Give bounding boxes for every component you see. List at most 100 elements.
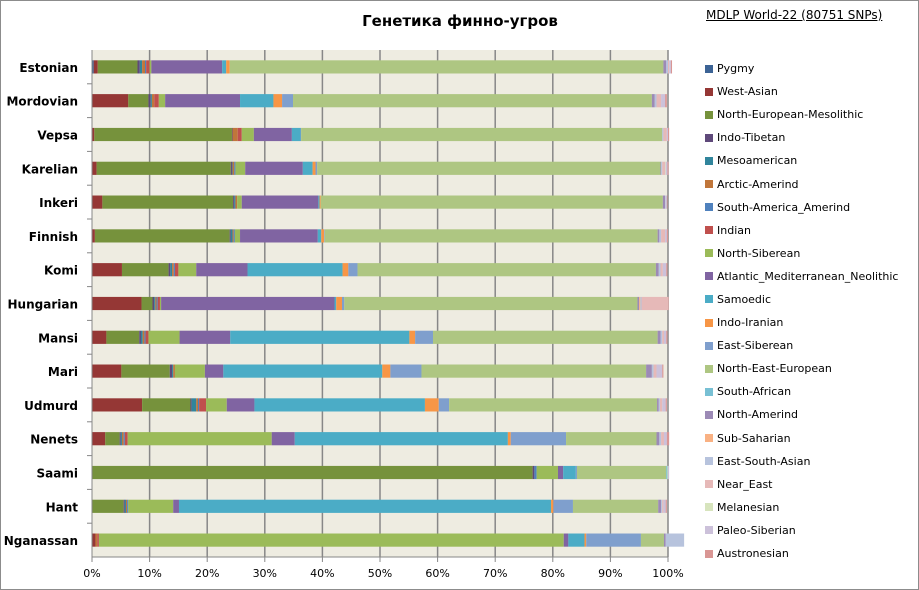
bar-segment-austronesian-mansi bbox=[666, 330, 668, 344]
bar-segment-north-amerind-mordovian bbox=[651, 94, 655, 108]
category-label: Komi bbox=[44, 264, 78, 278]
bar-segment-east-south-asian-mordovian bbox=[654, 94, 657, 108]
bar-segment-north-amerind-inkeri bbox=[662, 195, 666, 209]
bar-segment-arctic-amerind-komi bbox=[172, 263, 174, 277]
bar-segment-east-south-asian-hungarian bbox=[640, 296, 642, 311]
bar-segment-north-european-mesolithic-estonian bbox=[97, 60, 138, 74]
bar-segment-north-siberean-vepsa bbox=[241, 127, 254, 142]
legend-label: South-African bbox=[717, 385, 792, 399]
legend-label: North-East-European bbox=[717, 362, 832, 376]
bar-segment-indo-tibetan-nenets bbox=[119, 432, 121, 446]
bar-segment-south-african-saami bbox=[666, 465, 668, 480]
bar-segment-north-east-european-mansi bbox=[432, 330, 658, 344]
category-label: Inkeri bbox=[39, 196, 78, 210]
bar-segment-north-east-european-nenets bbox=[566, 432, 657, 446]
bar-segment-melanesian-karelian bbox=[665, 161, 666, 175]
bar-segment-paleo-siberian-finnish bbox=[665, 229, 667, 243]
bar-segment-samoedic-hant bbox=[178, 499, 552, 513]
legend-item: Indo-Tibetan bbox=[705, 126, 915, 149]
bar-segment-atlantic-mediterranean-neolithic-komi bbox=[196, 263, 248, 277]
bar-segment-atlantic-mediterranean-neolithic-finnish bbox=[240, 229, 318, 243]
bar-segment-atlantic-mediterranean-neolithic-estonian bbox=[151, 60, 223, 74]
bar-segment-arctic-amerind-inkeri bbox=[235, 195, 238, 209]
bar-segment-south-america-amerind-saami bbox=[534, 465, 537, 480]
bar-segment-paleo-siberian-komi bbox=[662, 263, 667, 277]
bar-segment-austronesian-estonian bbox=[670, 60, 673, 74]
legend-label: North-Siberean bbox=[717, 246, 801, 260]
bar-segment-samoedic-udmurd bbox=[254, 398, 425, 412]
category-labels: Estonian Mordovian Vepsa Karelian Inkeri Finn… bbox=[4, 61, 79, 548]
bar-segment-arctic-amerind-estonian bbox=[142, 60, 145, 74]
chart-title: Генетика финно-угров bbox=[362, 12, 558, 30]
x-tick-label: 30% bbox=[253, 567, 277, 580]
bar-segment-near-east-mari bbox=[653, 364, 657, 378]
bar-segment-north-east-european-mordovian bbox=[293, 94, 652, 108]
bar-segment-east-siberean-hungarian bbox=[341, 296, 345, 311]
bar-segment-north-siberean-karelian bbox=[235, 161, 246, 175]
legend-item: East-South-Asian bbox=[705, 450, 915, 473]
bar-segment-east-south-asian-mari bbox=[651, 364, 654, 378]
bar-segment-samoedic-komi bbox=[247, 263, 343, 277]
bar-segment-indo-iranian-udmurd bbox=[424, 398, 439, 412]
bar-segment-north-siberean-hungarian bbox=[159, 296, 162, 311]
bar-segment-north-amerind-estonian bbox=[663, 60, 667, 74]
bar-segment-mesoamerican-mordovian bbox=[150, 94, 152, 108]
bar-segment-indian-estonian bbox=[146, 60, 150, 74]
bar-segment-arctic-amerind-mari bbox=[173, 364, 175, 378]
axes bbox=[91, 50, 668, 558]
legend-swatch bbox=[705, 526, 713, 535]
bar-segment-east-south-asian-finnish bbox=[659, 229, 662, 243]
x-tick-label: 80% bbox=[541, 567, 565, 580]
bar-segment-north-east-european-nganassan bbox=[640, 533, 664, 547]
legend-swatch bbox=[705, 133, 713, 142]
bar-segment-south-america-amerind-mansi bbox=[144, 330, 146, 344]
bar-segment-near-east-finnish bbox=[661, 229, 666, 243]
bar-segment-west-asian-mansi bbox=[92, 330, 107, 344]
bar-segment-paleo-siberian-mari bbox=[656, 364, 663, 378]
bar-segment-samoedic-mari bbox=[223, 364, 383, 378]
bar-segment-east-siberean-udmurd bbox=[438, 398, 450, 412]
category-label: Mansi bbox=[38, 331, 78, 345]
legend-swatch bbox=[705, 203, 713, 212]
bar-segment-austronesian-vepsa bbox=[668, 127, 670, 142]
bar-segment-austronesian-mordovian bbox=[665, 94, 667, 108]
legend-item: Samoedic bbox=[705, 288, 915, 311]
legend: Pygmy West-Asian North-European-Mesolithic… bbox=[705, 57, 915, 565]
bar-segment-indo-iranian-nganassan bbox=[584, 533, 587, 547]
bar-segment-indo-tibetan-vepsa bbox=[231, 127, 233, 142]
legend-item: Mesoamerican bbox=[705, 149, 915, 172]
bar-segment-samoedic-mansi bbox=[230, 330, 410, 344]
bar-segment-north-siberean-mansi bbox=[148, 330, 180, 344]
bar-segment-indo-iranian-komi bbox=[342, 263, 349, 277]
legend-label: North-European-Mesolithic bbox=[717, 108, 864, 122]
bar-segment-north-european-mesolithic-finnish bbox=[94, 229, 230, 243]
legend-item: West-Asian bbox=[705, 80, 915, 103]
x-tick-label: 20% bbox=[195, 567, 219, 580]
legend-swatch bbox=[705, 226, 713, 235]
bar-segment-mesoamerican-mansi bbox=[140, 330, 143, 344]
category-label: Karelian bbox=[22, 162, 78, 176]
bar-segment-north-siberean-komi bbox=[178, 263, 197, 277]
bar-segment-south-america-amerind-estonian bbox=[144, 60, 147, 74]
bar-segment-atlantic-mediterranean-neolithic-vepsa bbox=[253, 127, 292, 142]
bar-segment-north-european-mesolithic-hant bbox=[92, 499, 124, 513]
legend-label: Mesoamerican bbox=[717, 154, 798, 168]
bar-segment-atlantic-mediterranean-neolithic-hungarian bbox=[161, 296, 335, 311]
bar-segment-south-america-amerind-komi bbox=[173, 263, 175, 277]
legend-label: Near_East bbox=[717, 477, 773, 491]
bar-segment-paleo-siberian-udmurd bbox=[662, 398, 666, 412]
bar-segment-atlantic-mediterranean-neolithic-mansi bbox=[179, 330, 231, 344]
legend-label: West-Asian bbox=[717, 85, 778, 99]
x-tick-label: 90% bbox=[598, 567, 622, 580]
bar-segment-mesoamerican-nenets bbox=[120, 432, 122, 446]
bar-segment-north-european-mesolithic-udmurd bbox=[142, 398, 191, 412]
legend-swatch bbox=[705, 318, 713, 327]
bar-segment-samoedic-estonian bbox=[222, 60, 227, 74]
bar-segment-atlantic-mediterranean-neolithic-mordovian bbox=[165, 94, 241, 108]
bar-segment-north-east-european-finnish bbox=[324, 229, 658, 243]
bar-segment-indo-iranian-karelian bbox=[312, 161, 316, 175]
bar-segment-north-amerind-finnish bbox=[657, 229, 660, 243]
bar-segment-east-south-asian-vepsa bbox=[662, 127, 664, 142]
chart-subtitle: MDLP World-22 (80751 SNPs) bbox=[706, 8, 883, 22]
